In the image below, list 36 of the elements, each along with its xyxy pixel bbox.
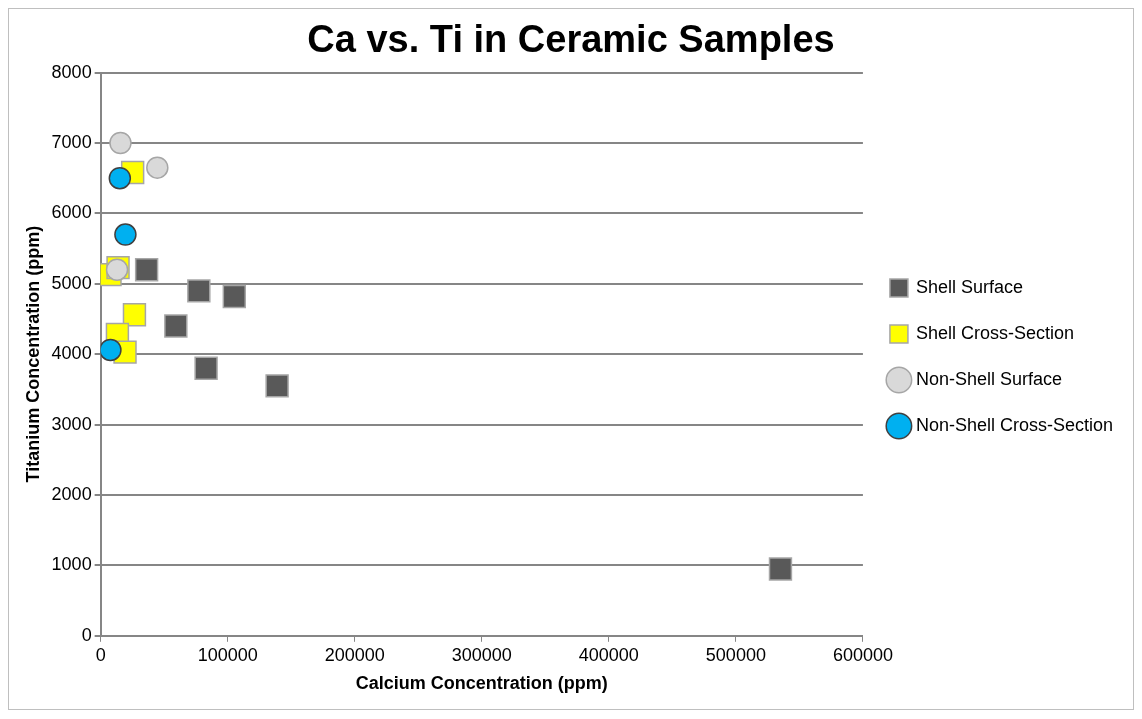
- y-tick-label: 5000: [51, 272, 92, 293]
- x-tick-label: 400000: [578, 644, 639, 665]
- point: [164, 314, 188, 338]
- y-tick-label: 0: [81, 624, 92, 645]
- point: [222, 284, 247, 309]
- point: [122, 303, 147, 327]
- y-tick-label: 7000: [51, 131, 92, 152]
- y-axis-title: Titanium Concentration (ppm): [22, 225, 43, 483]
- x-tick-label: 200000: [324, 644, 385, 665]
- point: [265, 374, 289, 398]
- legend-label: Shell Surface: [915, 276, 1023, 297]
- y-tick-label: 4000: [51, 343, 92, 364]
- x-tick-label: 100000: [197, 644, 258, 665]
- x-tick-label: 0: [95, 644, 106, 665]
- point: [146, 156, 169, 179]
- y-tick-label: 8000: [51, 61, 92, 82]
- legend-label: Non-Shell Surface: [915, 368, 1062, 389]
- point: [134, 258, 159, 282]
- y-tick-label: 6000: [51, 202, 92, 223]
- point: [114, 223, 137, 246]
- x-tick-label: 600000: [832, 644, 893, 665]
- x-tick-label: 500000: [705, 644, 766, 665]
- point: [109, 131, 132, 155]
- point: [100, 338, 122, 362]
- point: [194, 356, 218, 380]
- x-tick-label: 300000: [451, 644, 512, 665]
- y-tick-label: 1000: [51, 554, 92, 575]
- point: [768, 557, 793, 581]
- x-axis-title: Calcium Concentration (ppm): [355, 673, 608, 694]
- y-tick-label: 3000: [51, 413, 92, 434]
- y-tick-label: 2000: [51, 483, 92, 504]
- legend-label: Shell Cross-Section: [915, 322, 1074, 343]
- legend-label: Non-Shell Cross-Section: [915, 414, 1113, 435]
- point: [108, 166, 132, 190]
- chart-title: Ca vs. Ti in Ceramic Samples: [307, 18, 835, 61]
- point: [187, 279, 211, 303]
